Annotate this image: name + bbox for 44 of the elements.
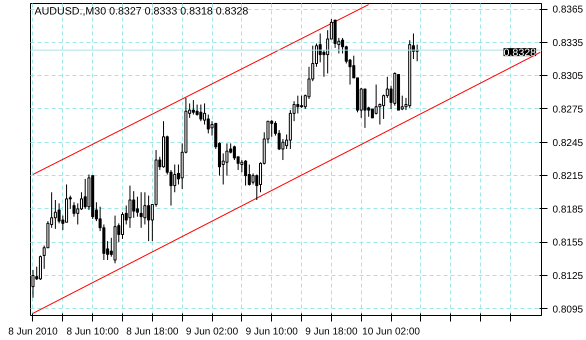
y-tick-label: 0.8125 <box>552 271 584 282</box>
candlestick <box>128 185 132 228</box>
candlestick <box>244 160 248 186</box>
x-tick-label: 9 Jun 02:00 <box>186 326 239 338</box>
y-tick-label: 0.8215 <box>552 171 584 182</box>
candlestick <box>196 104 199 116</box>
x-tick-label: 10 Jun 02:00 <box>362 326 420 338</box>
candlestick <box>140 192 143 228</box>
candlestick <box>173 164 176 193</box>
y-tick-label: 0.8155 <box>552 238 584 249</box>
candlestick <box>248 164 251 186</box>
chart-title: AUDUSD.,M30 0.8327 0.8333 0.8318 0.8328 <box>34 6 248 18</box>
candlestick <box>300 95 304 108</box>
y-tick-label: 0.8275 <box>552 104 584 116</box>
candlestick <box>374 84 378 116</box>
candlestick <box>132 190 136 218</box>
candlestick <box>206 114 210 134</box>
candlestick <box>225 142 228 176</box>
candlestick <box>318 32 322 63</box>
candlestick <box>54 200 57 230</box>
x-tick-label: 9 Jun 10:00 <box>246 326 298 338</box>
x-tick-label: 8 Jun 18:00 <box>126 326 179 338</box>
candlestick <box>203 102 206 126</box>
candlestick <box>143 192 146 225</box>
candlestick <box>252 172 255 185</box>
y-tick-label: 0.8335 <box>552 38 584 49</box>
y-tick-label: 0.8185 <box>552 204 584 216</box>
candlestick <box>192 100 195 116</box>
y-tick-label: 0.8095 <box>552 304 584 316</box>
candlestick <box>147 195 150 242</box>
x-tick-label: 8 Jun 2010 <box>8 326 58 338</box>
candlestick <box>199 104 202 122</box>
y-tick-label: 0.8245 <box>552 138 584 149</box>
x-tick-label: 8 Jun 10:00 <box>66 326 120 338</box>
candlestick <box>240 160 244 173</box>
candlestick <box>334 20 337 48</box>
candlestick <box>84 178 87 210</box>
y-tick-label: 0.8365 <box>552 4 584 16</box>
candlestick <box>270 120 274 138</box>
candlestick <box>232 145 236 161</box>
y-tick-label: 0.8305 <box>552 71 584 82</box>
x-tick-label: 9 Jun 18:00 <box>305 326 358 338</box>
candlestick <box>296 95 300 114</box>
candlestick <box>363 88 366 128</box>
